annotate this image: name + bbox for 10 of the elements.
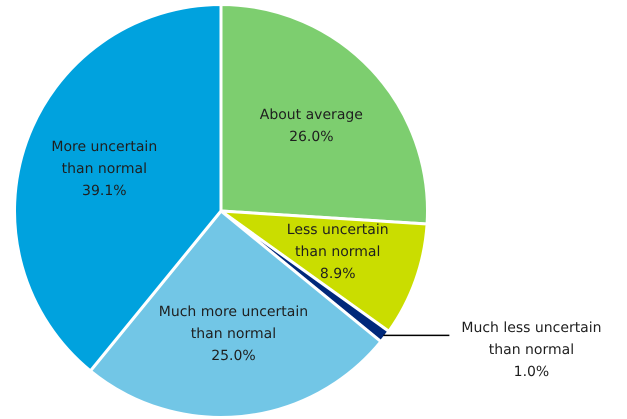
data-label: 25.0%	[211, 348, 256, 364]
data-label: 39.1%	[82, 183, 127, 200]
slice-label: Much more uncertain than normal	[158, 304, 308, 342]
data-label: 26.0%	[289, 128, 334, 145]
slice-label: More uncertain than normal	[51, 139, 158, 178]
data-label: 1.0%	[514, 364, 550, 380]
slice-label: About average	[260, 106, 363, 123]
data-label: 8.9%	[320, 266, 356, 282]
slice-label: Much less uncertain than normal	[461, 320, 602, 358]
slice-label: Less uncertain than normal	[286, 222, 389, 260]
